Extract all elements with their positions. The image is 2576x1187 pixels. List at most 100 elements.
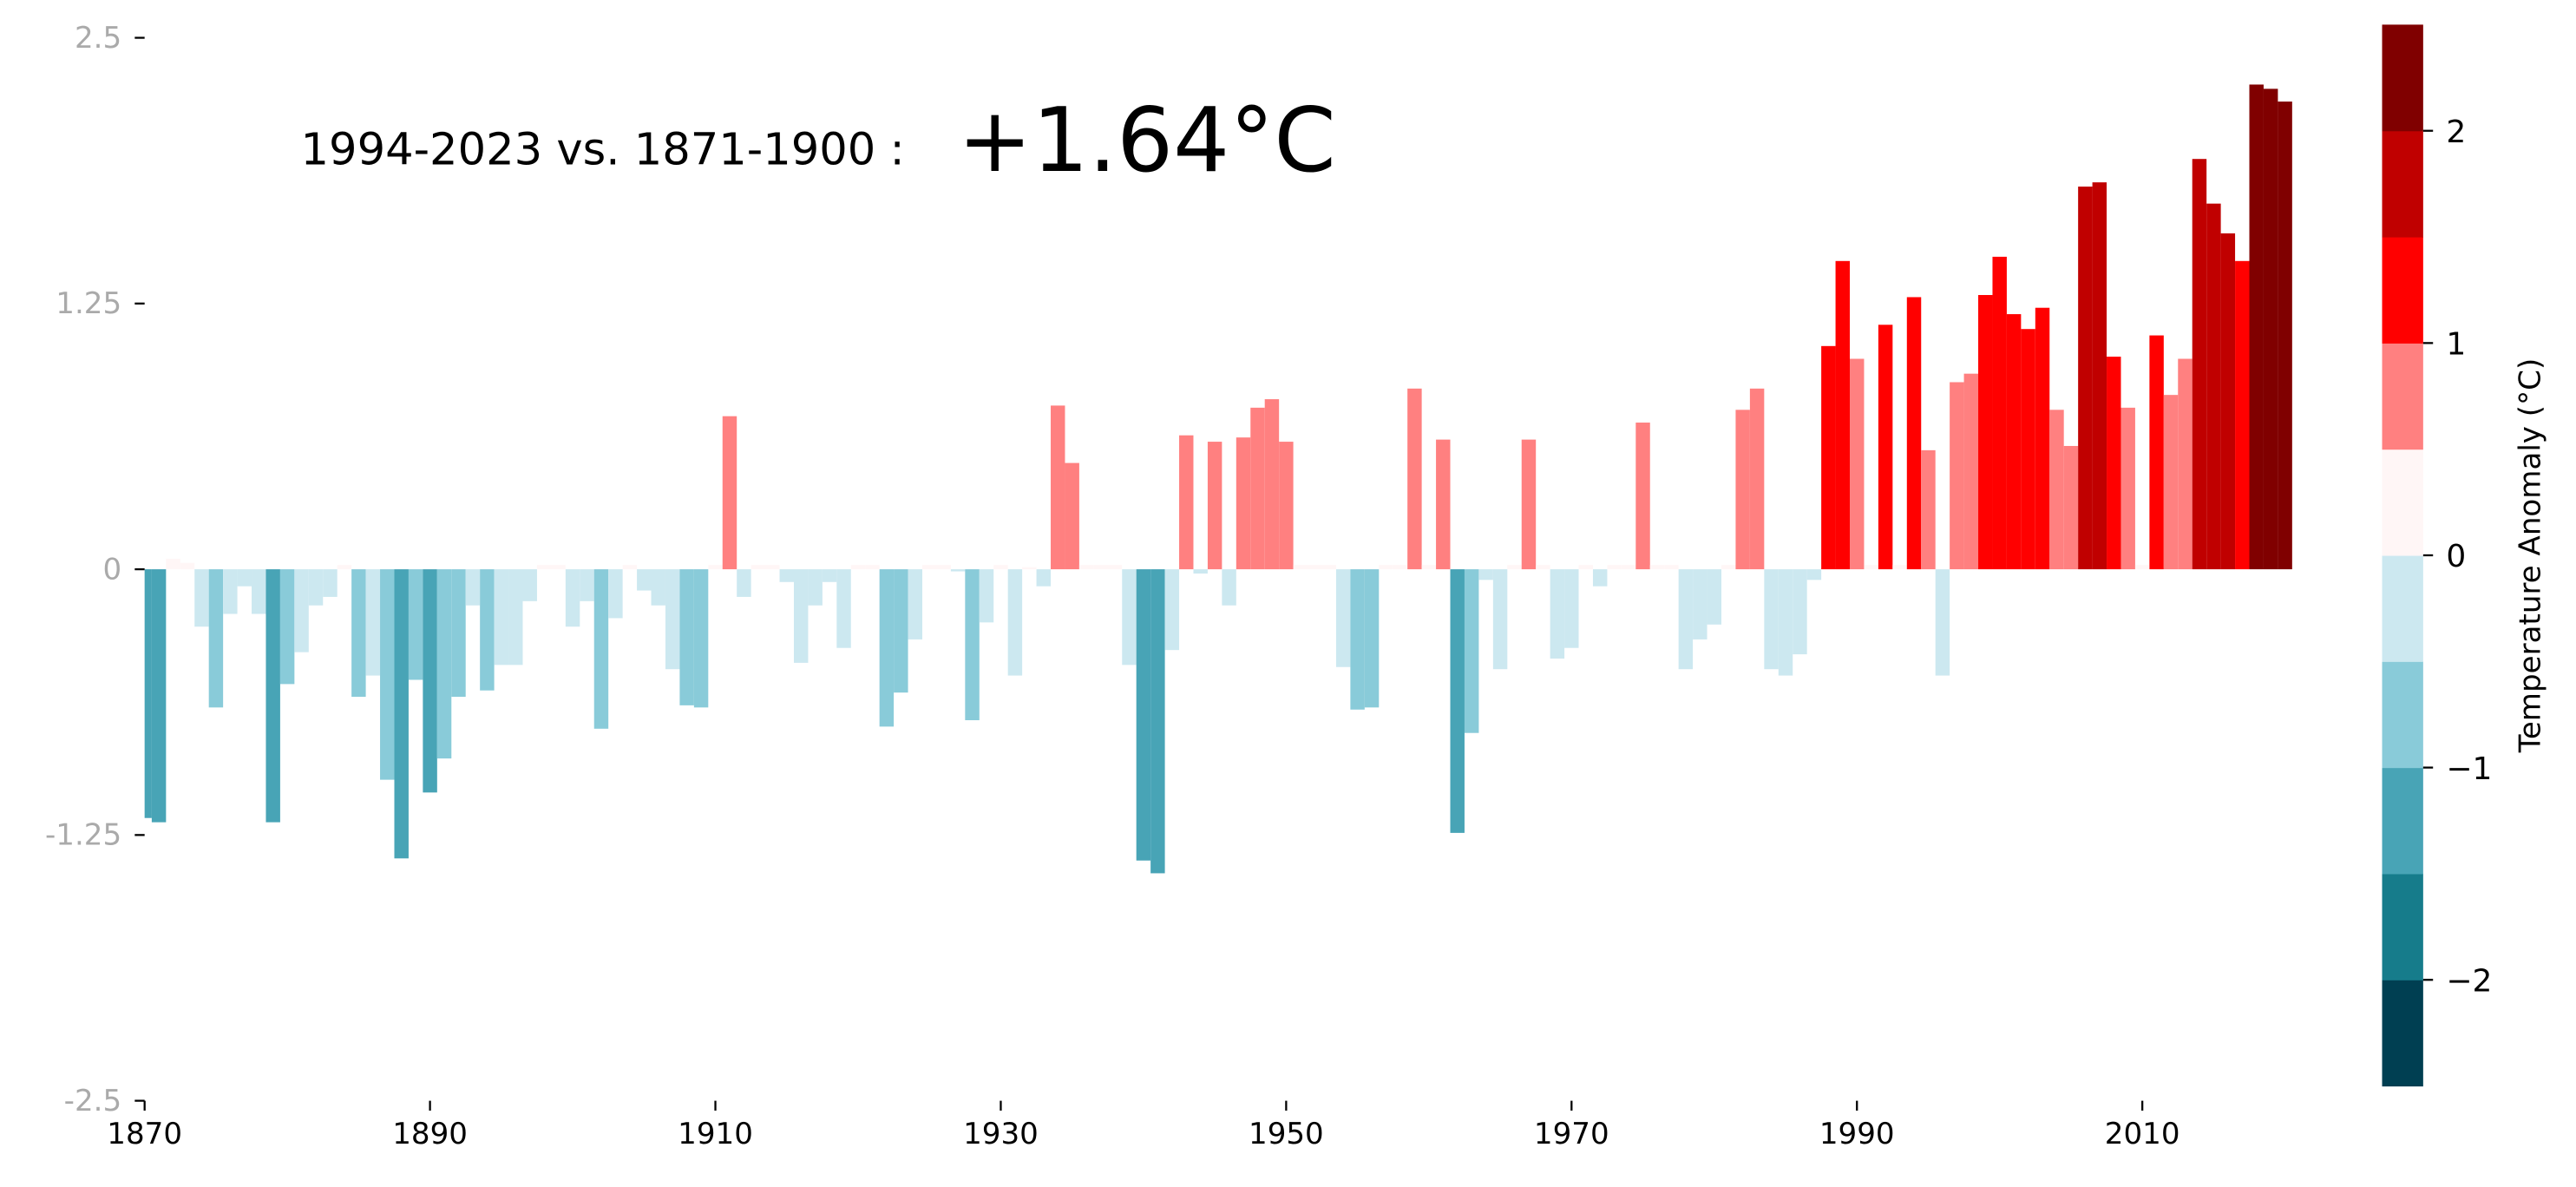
- bar: [1393, 565, 1408, 570]
- bar: [323, 569, 338, 597]
- bar: [279, 569, 295, 685]
- bar: [1806, 569, 1822, 580]
- bar: [1992, 256, 2007, 570]
- bar: [1264, 399, 1280, 570]
- bar: [2063, 445, 2079, 570]
- bar: [1735, 410, 1750, 570]
- bar: [1978, 295, 1993, 570]
- bar: [1906, 297, 1922, 570]
- bar: [1764, 569, 1779, 670]
- bar: [1150, 569, 1165, 874]
- bar: [1207, 442, 1222, 570]
- bar: [950, 569, 966, 572]
- bar: [708, 565, 723, 570]
- bar: [622, 565, 638, 570]
- bar: [536, 565, 552, 570]
- bar: [2263, 89, 2278, 570]
- bar: [1963, 373, 1979, 570]
- bar: [1707, 569, 1721, 625]
- bar: [637, 569, 652, 591]
- colorbar-segment: [2382, 449, 2423, 556]
- bar: [580, 569, 594, 601]
- bar: [608, 569, 623, 619]
- bar: [2192, 159, 2207, 570]
- bar: [1279, 442, 1294, 570]
- bar: [808, 569, 823, 606]
- bar: [1621, 565, 1636, 570]
- colorbar-segment: [2382, 554, 2423, 662]
- bar: [423, 569, 437, 793]
- bar: [1193, 569, 1208, 574]
- bar: [879, 569, 895, 727]
- bar: [1521, 439, 1537, 570]
- bar: [979, 569, 994, 623]
- bar: [1022, 567, 1037, 570]
- bar: [408, 569, 423, 680]
- bar: [337, 565, 352, 570]
- bar: [1250, 407, 1265, 570]
- bar: [144, 569, 152, 818]
- bar: [1578, 565, 1593, 570]
- bar: [1664, 565, 1679, 570]
- bar: [2107, 357, 2121, 570]
- bar: [237, 569, 252, 587]
- bar: [993, 565, 1008, 570]
- y-tick-label: 2.5: [75, 21, 121, 56]
- x-tick-label: 1870: [107, 1117, 182, 1151]
- bar: [1878, 325, 1893, 570]
- bar: [2078, 187, 2093, 570]
- bar: [180, 562, 195, 570]
- bar: [593, 569, 609, 729]
- bar: [1450, 569, 1465, 833]
- bar: [308, 569, 324, 606]
- annotation: 1994-2023 vs. 1871-1900 :: [301, 124, 905, 175]
- bar: [2278, 102, 2292, 570]
- colorbar-tick-label: −1: [2446, 751, 2492, 787]
- bar: [737, 569, 751, 597]
- bar: [1492, 569, 1508, 670]
- colorbar-tick-label: 0: [2446, 539, 2466, 574]
- bar: [1678, 569, 1694, 670]
- bar: [1164, 569, 1180, 651]
- bar: [765, 565, 780, 570]
- bar: [1564, 569, 1579, 648]
- y-tick-label: 0: [102, 552, 121, 587]
- bar: [1864, 565, 1878, 570]
- bar: [965, 569, 980, 721]
- bar: [1321, 565, 1336, 570]
- bar: [2220, 233, 2236, 570]
- colorbar-segment: [2382, 661, 2423, 769]
- bar: [1607, 565, 1622, 570]
- bar: [1592, 569, 1608, 587]
- bar: [1749, 388, 1765, 570]
- bar: [679, 569, 694, 705]
- colorbar-segment: [2382, 130, 2423, 238]
- bar: [1436, 439, 1451, 570]
- bar: [265, 569, 280, 823]
- bar: [1136, 569, 1151, 861]
- bar: [252, 569, 266, 614]
- bar: [1093, 565, 1108, 570]
- colorbar-tick-label: 1: [2446, 327, 2466, 363]
- bar: [1778, 569, 1793, 676]
- colorbar-tick-label: 2: [2446, 115, 2466, 150]
- bar: [2249, 84, 2264, 570]
- bar: [1179, 435, 1194, 570]
- colorbar-segment: [2382, 767, 2423, 875]
- x-tick-label: 1970: [1534, 1117, 1609, 1151]
- bar: [2021, 329, 2035, 570]
- bar: [380, 569, 395, 780]
- bar: [208, 569, 224, 708]
- bar: [722, 416, 737, 570]
- bar: [436, 569, 452, 759]
- bar: [2120, 407, 2135, 570]
- bar: [1364, 569, 1380, 708]
- x-tick-label: 2010: [2105, 1117, 2180, 1151]
- bar: [1236, 437, 1251, 570]
- bar: [2163, 395, 2179, 570]
- colorbar-tick-label: −2: [2446, 963, 2492, 999]
- bar: [1379, 565, 1393, 570]
- colorbar-segment: [2382, 237, 2423, 344]
